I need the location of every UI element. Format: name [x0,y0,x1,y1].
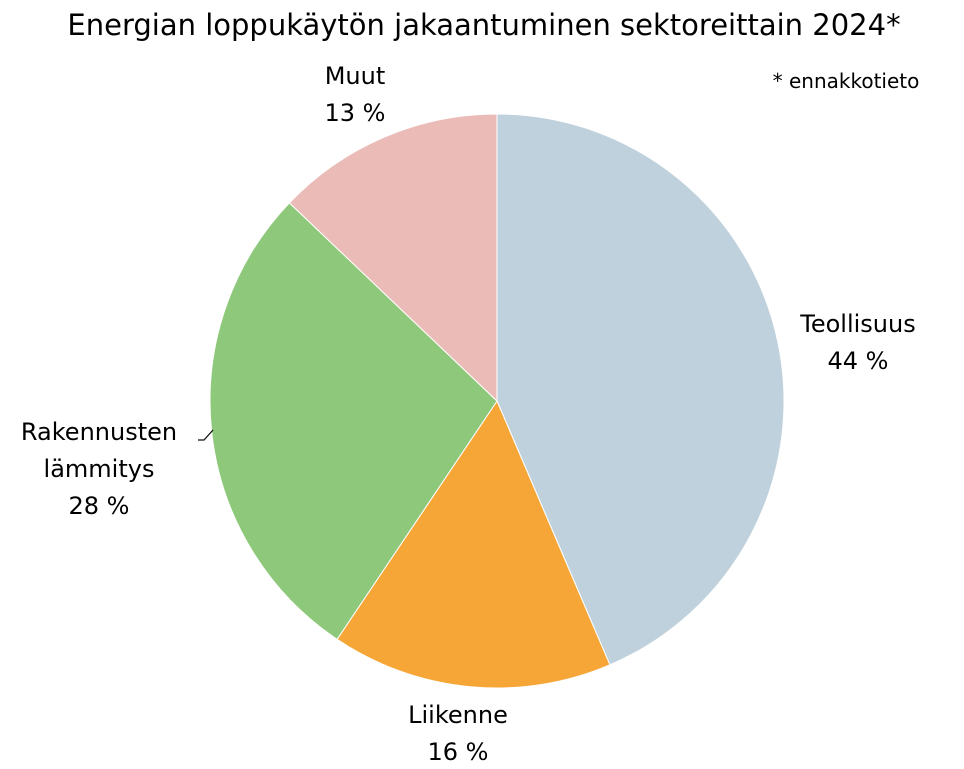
slice-label: Liikenne 16 % [408,701,508,766]
slice-muut [288,113,498,403]
slice-label: Muut 13 % [325,62,386,127]
slice-name-label: lämmitys [44,455,155,483]
slice-label: Rakennusten lämmitys 28 % [21,418,177,520]
slice-value-label: 13 % [325,99,386,127]
leader-line [198,429,214,441]
slice-name-label: Muut [325,62,386,90]
chart-note: * ennakkotieto [773,69,920,93]
slice-value-label: 16 % [428,738,489,766]
slice-liikenne [336,399,611,689]
slice-name-label: Liikenne [408,701,508,729]
slice-teollisuus [496,113,785,666]
slice-value-label: 28 % [69,492,130,520]
slice-name-label: Rakennusten [21,418,177,446]
chart-title: Energian loppukäytön jakaantuminen sekto… [67,8,900,42]
slice-value-label: 44 % [828,347,889,375]
slice-labels: Teollisuus 44 % Liikenne 16 % Rakennusten läm… [21,62,916,766]
slice-name-label: Teollisuus [799,310,915,338]
slice-label: Teollisuus 44 % [799,310,915,375]
pie-slices [209,113,785,689]
